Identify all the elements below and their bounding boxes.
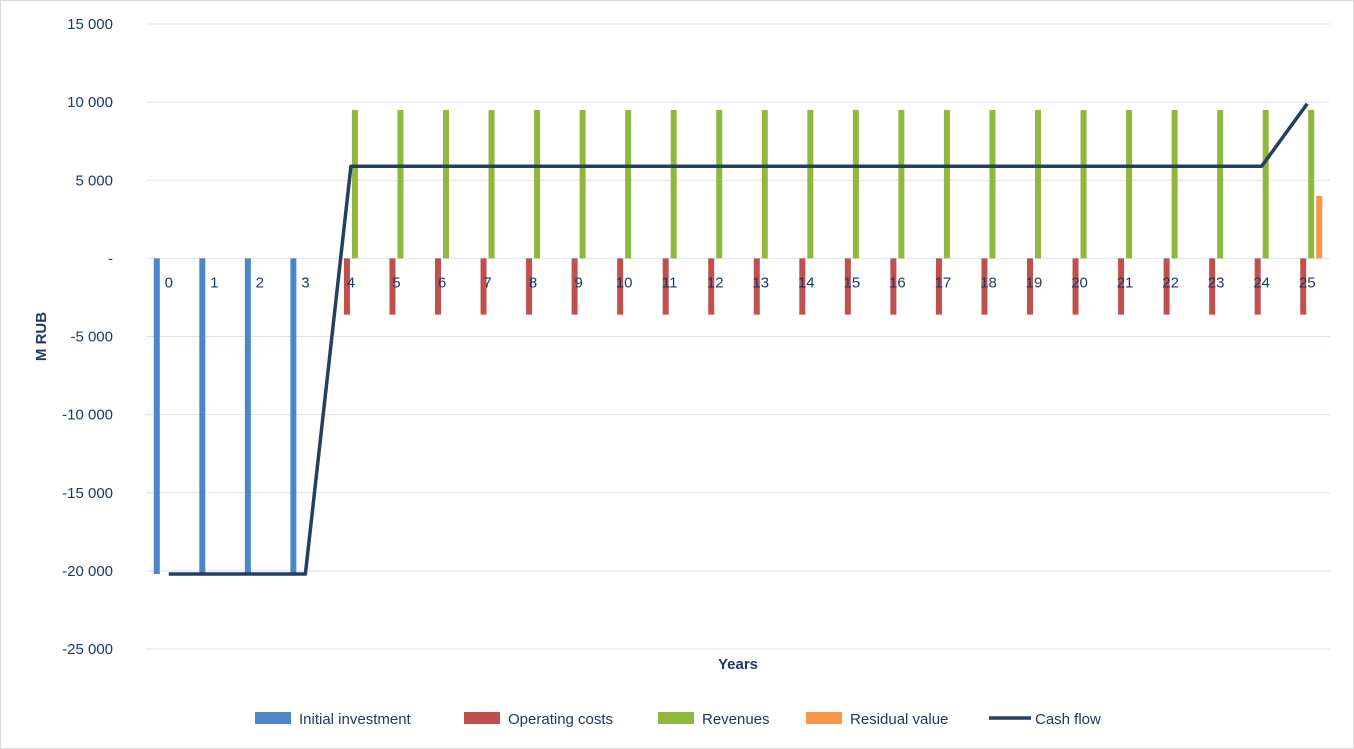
bar-revenues [625, 109, 632, 259]
bar-operating-costs [617, 258, 624, 315]
x-tick-label: 9 [574, 274, 582, 291]
x-tick-label: 1 [210, 274, 218, 291]
bar-operating-costs [1072, 258, 1079, 315]
y-tick-label: -20 000 [62, 563, 113, 580]
bar-revenues [397, 109, 404, 259]
bar-operating-costs [435, 258, 441, 315]
bar-revenues [898, 109, 905, 259]
x-tick-label: 13 [752, 274, 769, 291]
x-tick-label: 3 [301, 274, 309, 291]
x-tick-label: 25 [1299, 274, 1316, 291]
x-tick-label: 11 [662, 274, 678, 291]
x-tick-label: 15 [844, 274, 861, 291]
x-tick-label: 14 [798, 274, 815, 291]
x-tick-label: 23 [1208, 274, 1225, 291]
bar-revenues [670, 109, 677, 259]
y-tick-label: 5 000 [75, 172, 113, 189]
bar-revenues [807, 109, 814, 259]
x-tick-label: 4 [347, 274, 355, 291]
bar-initial-investment [199, 258, 206, 574]
bar-revenues [1217, 109, 1224, 259]
x-tick-label: 20 [1071, 274, 1088, 291]
x-tick-label: 8 [529, 274, 537, 291]
bar-revenues [1262, 109, 1269, 259]
x-tick-label: 24 [1253, 274, 1270, 291]
x-tick-label: 2 [256, 274, 264, 291]
x-tick-label: 21 [1117, 274, 1134, 291]
line-cash-flow [168, 102, 1309, 576]
y-tick-label: -25 000 [62, 641, 113, 658]
x-tick-label: 19 [1026, 274, 1043, 291]
legend-label-operating-costs: Operating costs [508, 711, 613, 728]
bar-revenues [534, 109, 541, 259]
bar-operating-costs [480, 258, 487, 315]
x-tick-label: 16 [889, 274, 906, 291]
bar-initial-investment [290, 258, 297, 574]
y-tick-label: 10 000 [67, 94, 113, 111]
bar-revenues [1171, 109, 1178, 259]
legend-label-cash-flow: Cash flow [1035, 711, 1101, 728]
bar-revenues [716, 109, 723, 259]
bar-operating-costs [890, 258, 897, 315]
bar-operating-costs [571, 258, 578, 315]
bar-operating-costs [708, 258, 715, 315]
x-tick-label: 10 [616, 274, 633, 291]
legend-swatch-revenues [658, 712, 694, 724]
bar-revenues [989, 109, 996, 259]
bar-revenues [1308, 109, 1315, 259]
bar-initial-investment [244, 258, 251, 574]
y-tick-label: -5 000 [70, 329, 113, 346]
bar-operating-costs [389, 258, 396, 315]
legend-swatch-residual-value [806, 712, 842, 724]
bar-operating-costs [844, 258, 851, 315]
bar-operating-costs [1209, 258, 1216, 315]
bar-operating-costs [1118, 258, 1125, 315]
x-tick-label: 5 [392, 274, 400, 291]
y-tick-label: 15 000 [67, 16, 113, 33]
bar-residual-value [1316, 195, 1323, 259]
x-tick-label: 17 [935, 274, 952, 291]
bar-operating-costs [1254, 258, 1261, 315]
bar-operating-costs [1300, 258, 1307, 315]
bar-revenues [1080, 109, 1087, 259]
bar-operating-costs [935, 258, 942, 315]
x-tick-label: 7 [483, 274, 491, 291]
x-tick-label: 0 [165, 274, 173, 291]
bar-revenues [1126, 109, 1133, 259]
x-tick-label: 6 [438, 274, 446, 291]
bar-operating-costs [799, 258, 806, 315]
bar-revenues [761, 109, 768, 259]
legend-swatch-operating-costs [464, 712, 500, 724]
bar-initial-investment [153, 258, 160, 574]
x-tick-label: 22 [1162, 274, 1179, 291]
bar-revenues [351, 109, 358, 259]
x-axis-title: Years [718, 656, 758, 673]
bar-revenues [943, 109, 950, 259]
bar-operating-costs [1163, 258, 1170, 315]
bar-operating-costs [1027, 258, 1033, 315]
legend-label-residual-value: Residual value [850, 711, 948, 728]
bar-operating-costs [662, 258, 669, 315]
legend-swatch-initial-investment [255, 712, 291, 724]
bar-operating-costs [343, 258, 350, 315]
x-tick-label: 18 [980, 274, 997, 291]
y-tick-label: -15 000 [62, 485, 113, 502]
bar-revenues [1035, 109, 1041, 259]
y-tick-label: - [108, 250, 113, 267]
bar-operating-costs [526, 258, 533, 315]
bar-revenues [579, 109, 586, 259]
y-tick-label: -10 000 [62, 407, 113, 424]
bar-revenues [443, 109, 449, 259]
bar-revenues [852, 109, 859, 259]
legend-label-initial-investment: Initial investment [299, 711, 412, 728]
legend-label-revenues: Revenues [702, 711, 770, 728]
bar-operating-costs [981, 258, 988, 315]
bar-operating-costs [753, 258, 760, 315]
bar-revenues [488, 109, 495, 259]
y-axis-title: M RUB [33, 312, 50, 361]
x-tick-label: 12 [707, 274, 724, 291]
